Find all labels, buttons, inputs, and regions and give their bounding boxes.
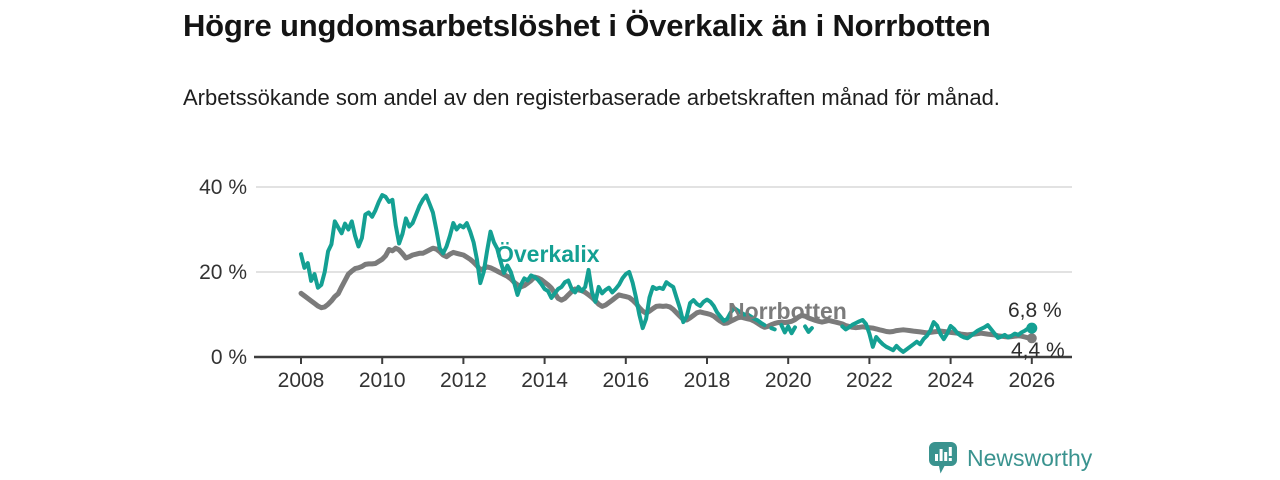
x-tick-label-2022: 2022 bbox=[846, 369, 893, 392]
x-tick-label-2024: 2024 bbox=[927, 369, 974, 392]
exclamation-stem bbox=[948, 447, 952, 456]
x-tick-label-2010: 2010 bbox=[359, 369, 406, 392]
series-line-norrbotten bbox=[298, 245, 1035, 341]
speech-bubble-shape bbox=[929, 442, 957, 474]
bar-3 bbox=[944, 452, 948, 461]
x-tick-label-2014: 2014 bbox=[521, 369, 568, 392]
y-tick-label-0: 0 % bbox=[211, 346, 247, 369]
exclamation-dot bbox=[948, 458, 952, 461]
norrbotten-end-value-label: 4,4 % bbox=[1011, 339, 1065, 362]
page-title: Högre ungdomsarbetslöshet i Överkalix än… bbox=[183, 8, 991, 43]
newsworthy-logo-text: Newsworthy bbox=[967, 444, 1093, 471]
bar-2 bbox=[939, 449, 943, 461]
chart-subtitle: Arbetssökande som andel av den registerb… bbox=[183, 85, 1000, 110]
bar-1 bbox=[935, 454, 938, 461]
x-tick-label-2018: 2018 bbox=[684, 369, 731, 392]
series-line-overkalix bbox=[299, 193, 1034, 354]
x-tick-label-2012: 2012 bbox=[440, 369, 487, 392]
newsworthy-logo: Newsworthy bbox=[929, 442, 1092, 474]
overkalix-series-label: Överkalix bbox=[496, 241, 600, 267]
x-tick-label-2026: 2026 bbox=[1008, 369, 1055, 392]
overkalix-end-value-label: 6,8 % bbox=[1008, 299, 1062, 322]
x-tick-label-2008: 2008 bbox=[278, 369, 325, 392]
y-tick-label-20: 20 % bbox=[199, 261, 247, 284]
x-tick-label-2016: 2016 bbox=[602, 369, 649, 392]
series-end-dot-overkalix bbox=[1026, 322, 1038, 334]
y-tick-label-40: 40 % bbox=[199, 176, 247, 199]
newsworthy-logo-icon bbox=[929, 442, 957, 474]
series-end-dot-norrbotten bbox=[1026, 333, 1037, 344]
x-tick-label-2020: 2020 bbox=[765, 369, 812, 392]
norrbotten-series-label: Norrbotten bbox=[728, 298, 847, 324]
